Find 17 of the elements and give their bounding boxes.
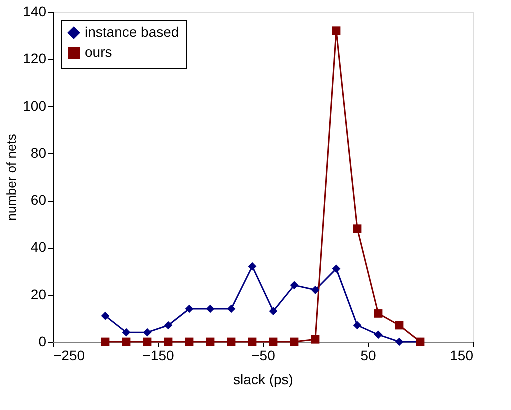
x-axis-title: slack (ps)	[234, 372, 294, 388]
x-tick-label: −150	[142, 348, 174, 364]
y-tick-label: 80	[30, 144, 47, 161]
y-tick-label: 100	[23, 98, 47, 114]
legend-label: instance based	[85, 24, 180, 40]
x-tick-label: 50	[360, 348, 376, 364]
x-tick-label: −50	[252, 348, 276, 364]
y-tick-label: 20	[30, 286, 47, 302]
x-tick-label: 150	[450, 348, 474, 364]
legend-label: ours	[85, 44, 112, 60]
x-tick-label: −250	[54, 348, 86, 364]
y-tick-label: 140	[23, 4, 47, 20]
y-tick-label: 120	[23, 50, 47, 67]
y-tick-label: 40	[30, 239, 47, 256]
y-tick-label: 60	[30, 192, 47, 208]
y-axis-title: number of nets	[4, 134, 20, 221]
y-tick-label: 0	[38, 334, 47, 350]
